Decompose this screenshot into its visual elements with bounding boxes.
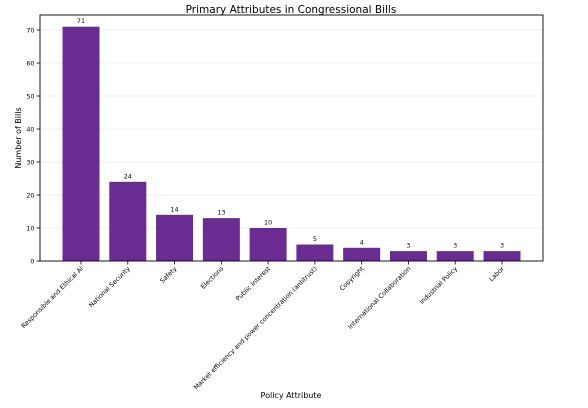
bar-value-label: 5 — [313, 235, 317, 243]
x-tick-label: Safety — [158, 265, 178, 285]
bar-value-label: 24 — [124, 172, 132, 180]
y-tick-label: 50 — [26, 92, 34, 100]
bar — [436, 251, 474, 261]
bar — [62, 26, 100, 262]
x-tick-label: Labor — [487, 264, 506, 283]
bar — [483, 251, 521, 261]
bar — [389, 251, 427, 261]
x-tick-label: Responsible and Ethical AI — [20, 265, 85, 330]
y-tick-label: 40 — [26, 125, 34, 133]
bar-value-label: 14 — [170, 205, 178, 213]
y-tick-label: 20 — [26, 191, 34, 199]
bar — [249, 228, 287, 261]
bar-value-label: 3 — [500, 242, 504, 250]
bar — [156, 214, 194, 261]
bars: 71 24 14 13 10 5 4 3 3 3 — [62, 17, 521, 262]
bar-value-label: 4 — [360, 238, 364, 246]
y-tick-label: 0 — [30, 257, 34, 265]
bar-value-label: 10 — [264, 219, 272, 227]
x-tick-label: Copyright — [338, 264, 366, 292]
bar — [109, 181, 147, 261]
y-tick-label: 30 — [26, 158, 34, 166]
x-axis-label: Policy Attribute — [261, 391, 322, 400]
y-axis-label: Number of Bills — [14, 107, 23, 168]
x-tick-label: Public Interest — [234, 264, 272, 302]
bar-value-label: 71 — [77, 17, 85, 25]
bar-value-label: 13 — [217, 209, 225, 217]
y-axis-ticks: 0 10 20 30 40 50 60 70 — [26, 26, 40, 265]
y-tick-label: 70 — [26, 26, 34, 34]
bar — [296, 244, 334, 261]
bar — [202, 218, 240, 261]
bar-value-label: 3 — [453, 242, 457, 250]
bar — [343, 247, 381, 261]
x-tick-label: National Security — [87, 265, 132, 310]
bar-value-label: 3 — [406, 242, 410, 250]
y-tick-label: 60 — [26, 59, 34, 67]
x-axis-ticks: Responsible and Ethical AI National Secur… — [20, 261, 506, 391]
x-tick-label: Elections — [199, 264, 226, 291]
plot-frame — [39, 14, 544, 262]
chart-title: Primary Attributes in Congressional Bill… — [186, 4, 397, 16]
y-tick-label: 10 — [26, 224, 34, 232]
x-tick-label: Industrial Policy — [418, 265, 459, 306]
